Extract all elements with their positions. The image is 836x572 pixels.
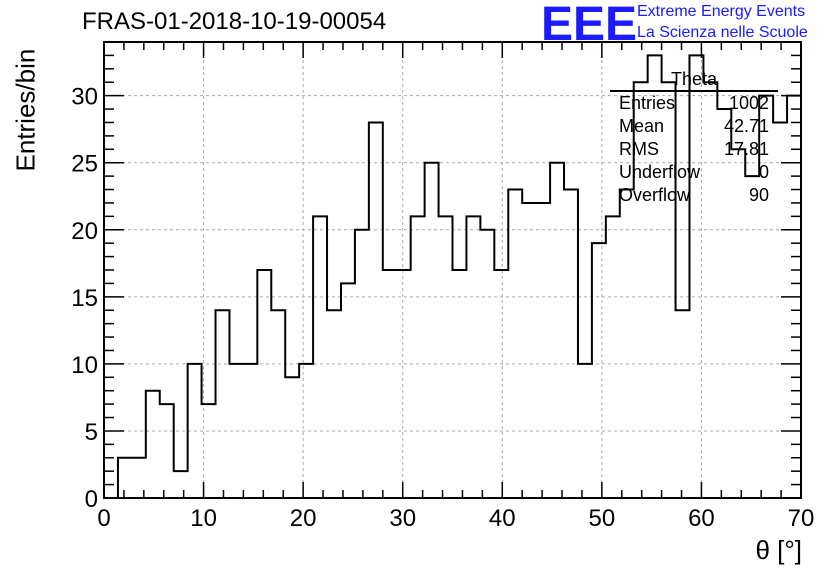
stats-title: Theta: [670, 69, 718, 89]
stats-row: RMS 17.81: [610, 138, 778, 161]
x-tick-label: 30: [389, 505, 416, 532]
x-tick-label: 60: [688, 505, 715, 532]
y-tick-label: 0: [85, 486, 98, 513]
histogram-series: [116, 54, 801, 498]
stats-label: Underflow: [619, 162, 701, 182]
x-tick-label: 20: [290, 505, 317, 532]
y-tick-label: 15: [71, 285, 98, 312]
y-tick-label: 10: [71, 352, 98, 379]
stats-label: Entries: [619, 93, 676, 113]
x-axis-label: θ [°]: [755, 535, 802, 565]
stats-row: Mean 42.71: [610, 115, 778, 138]
stats-row: Entries 1002: [610, 92, 778, 115]
x-tick-label: 50: [589, 505, 616, 532]
x-tick-label: 0: [97, 505, 110, 532]
logo-line-1: Extreme Energy Events: [637, 3, 806, 20]
tick-labels: 0 10 20 30 40 50 60 70 0 5 10 15 20 25 30: [71, 84, 814, 532]
stats-label: RMS: [619, 139, 659, 159]
chart-title: FRAS-01-2018-10-19-00054: [82, 8, 387, 35]
axis-ticks: [103, 41, 802, 499]
y-axis-label: Entries/bin: [10, 48, 41, 172]
stats-divider: [610, 90, 778, 92]
y-tick-label: 5: [85, 419, 98, 446]
y-tick-label: 30: [71, 84, 98, 111]
x-tick-label: 40: [489, 505, 516, 532]
stats-row: Underflow 0: [610, 161, 778, 184]
logo-line-2: La Scienza nelle Scuole: [637, 24, 808, 41]
y-tick-label: 25: [71, 151, 98, 178]
stats-value: 17.81: [723, 139, 769, 159]
stats-row: Overflow 90: [610, 184, 778, 207]
stats-label: Overflow: [619, 185, 691, 205]
x-tick-label: 10: [190, 505, 217, 532]
stats-label: Mean: [619, 116, 665, 136]
eee-logo: EEE: [541, 0, 638, 51]
stats-value: 1002: [728, 93, 769, 113]
stats-value: 42.71: [723, 116, 769, 136]
stats-value: 90: [748, 185, 769, 205]
x-tick-label: 70: [788, 505, 815, 532]
stats-value: 0: [758, 162, 769, 182]
stats-box: Theta Entries 1002 Mean 42.71 RMS 17.81 …: [610, 68, 778, 207]
y-tick-label: 20: [71, 218, 98, 245]
